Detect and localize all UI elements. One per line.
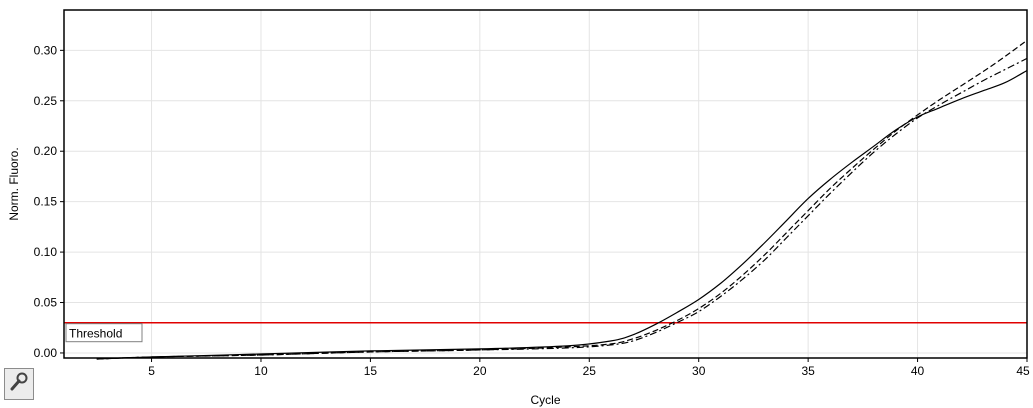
chart-tools-button[interactable] (4, 368, 34, 400)
x-tick-label: 40 (911, 364, 925, 378)
y-tick-label: 0.30 (34, 43, 58, 57)
plot-background (64, 10, 1027, 358)
x-tick-label: 15 (364, 364, 378, 378)
x-tick-label: 5 (148, 364, 155, 378)
series-line-2[interactable] (96, 39, 1028, 360)
x-tick-label: 35 (801, 364, 815, 378)
series-line-3[interactable] (96, 57, 1028, 360)
x-tick-label: 45 (1016, 364, 1030, 378)
y-tick-label: 0.25 (34, 94, 58, 108)
plot-frame (63, 9, 1028, 359)
wrench-icon (9, 372, 29, 397)
x-tick-label: 20 (473, 364, 487, 378)
x-tick-label: 10 (254, 364, 268, 378)
y-axis: 0.00 0.05 0.10 0.15 0.20 0.25 0.30 (34, 43, 64, 360)
x-axis-label: Cycle (530, 393, 560, 407)
threshold-label-box[interactable] (65, 323, 143, 343)
x-axis: 5 10 15 20 25 30 35 40 45 (148, 358, 1030, 378)
y-tick-label: 0.00 (34, 346, 58, 360)
y-axis-label: Norm. Fluoro. (7, 147, 21, 220)
series-layer (96, 39, 1028, 360)
y-tick-label: 0.20 (34, 144, 58, 158)
threshold-label: Threshold (69, 327, 122, 341)
x-tick-label: 25 (583, 364, 597, 378)
y-tick-label: 0.05 (34, 296, 58, 310)
x-tick-label: 30 (692, 364, 706, 378)
threshold-layer: Threshold (64, 321, 1027, 343)
series-line-1[interactable] (96, 69, 1028, 360)
y-tick-label: 0.15 (34, 195, 58, 209)
y-tick-label: 0.10 (34, 245, 58, 259)
